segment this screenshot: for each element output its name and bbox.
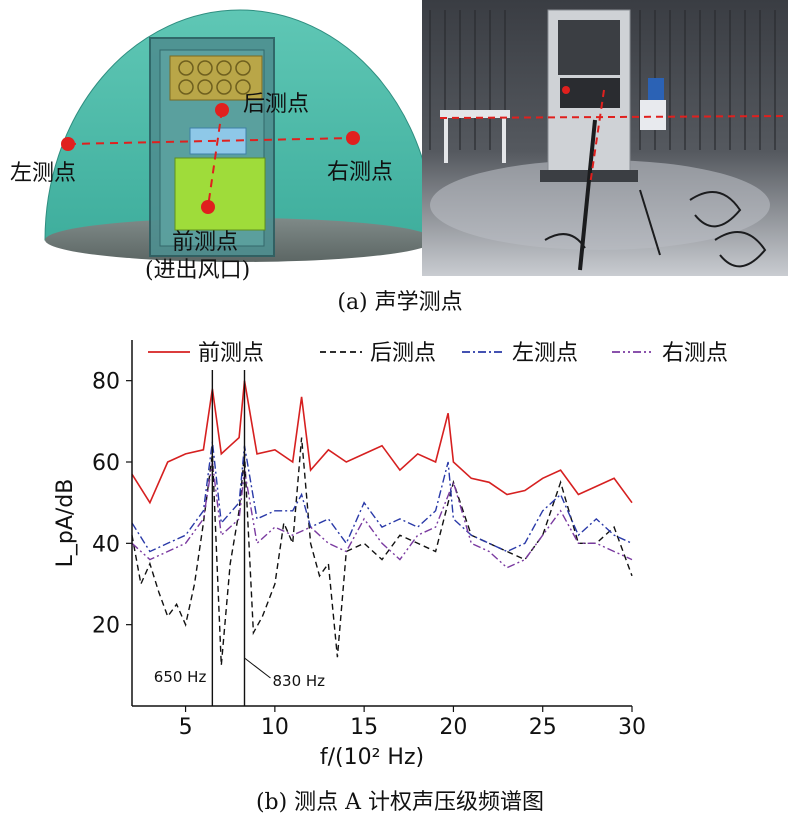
label-front-point: 前测点 [172, 230, 239, 255]
annotation-leader-830 [244, 657, 271, 679]
x-tick-label-20: 20 [439, 715, 467, 740]
legend-label-2: 后测点 [370, 341, 436, 366]
label-back-point: 后测点 [243, 92, 310, 117]
annotation-label-830: 830 Hz [273, 672, 326, 690]
front-point-marker [201, 200, 215, 214]
cabinet-model [149, 37, 275, 257]
back-point-marker [215, 103, 229, 117]
axes: 5 10 15 20 25 30 20 40 60 80 f/(10² Hz) L_pA/dB [53, 340, 646, 770]
series-line-2 [131, 437, 633, 666]
y-axis-label: L_pA/dB [53, 479, 78, 568]
x-tick-label-15: 15 [350, 715, 378, 740]
label-front-note: (进出风口) [145, 258, 251, 283]
hemisphere-model [44, 9, 436, 262]
series-line-3 [131, 441, 633, 553]
y-tick-label-20: 20 [92, 614, 120, 639]
y-tick-label-60: 60 [92, 451, 120, 476]
legend-label-3: 左测点 [512, 341, 578, 366]
x-tick-label-10: 10 [261, 715, 289, 740]
figure-a-illustration [44, 0, 789, 276]
legend-label-1: 前测点 [198, 341, 264, 366]
anechoic-chamber-photo [422, 0, 789, 276]
annotation-label-650: 650 Hz [154, 668, 207, 686]
left-point-marker [61, 137, 75, 151]
spectrum-chart: 650 Hz 830 Hz 5 10 15 20 25 30 20 40 60 80 f/(10² H… [53, 340, 728, 770]
caption-b: (b) 测点 A 计权声压级频谱图 [255, 790, 545, 815]
x-tick-label-25: 25 [529, 715, 557, 740]
x-tick-label-30: 30 [618, 715, 646, 740]
x-axis-label: f/(10² Hz) [320, 745, 424, 770]
x-tick-label-5: 5 [179, 715, 193, 740]
series-line-1 [131, 380, 633, 505]
legend: 前测点 后测点 左测点 右测点 [148, 341, 728, 366]
label-right-point: 右测点 [327, 160, 394, 185]
legend-label-4: 右测点 [662, 341, 728, 366]
y-tick-label-80: 80 [92, 370, 120, 395]
y-tick-label-40: 40 [92, 532, 120, 557]
plot-area: 650 Hz 830 Hz [131, 370, 633, 706]
series-line-4 [131, 461, 633, 569]
right-point-marker [346, 131, 360, 145]
caption-a: (a) 声学测点 [337, 290, 463, 315]
label-left-point: 左测点 [10, 161, 77, 186]
